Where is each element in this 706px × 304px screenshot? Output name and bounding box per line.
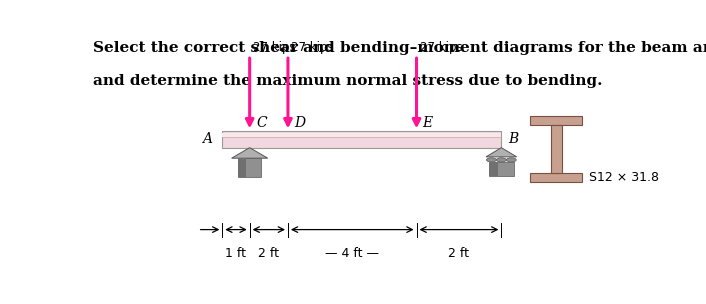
Bar bbox=[238, 158, 261, 177]
Text: 2 ft: 2 ft bbox=[258, 247, 280, 260]
Bar bbox=[489, 162, 498, 176]
Text: E: E bbox=[422, 116, 432, 130]
Text: S12 × 31.8: S12 × 31.8 bbox=[589, 171, 659, 184]
Text: C: C bbox=[256, 116, 267, 130]
Text: 2 ft: 2 ft bbox=[448, 247, 469, 260]
Bar bbox=[489, 162, 513, 176]
Circle shape bbox=[486, 158, 496, 162]
Circle shape bbox=[496, 158, 506, 162]
Polygon shape bbox=[486, 148, 517, 157]
Bar bbox=[530, 116, 582, 125]
Text: 27 kips: 27 kips bbox=[420, 41, 462, 54]
Polygon shape bbox=[232, 148, 268, 158]
Bar bbox=[530, 173, 582, 181]
Text: D: D bbox=[294, 116, 306, 130]
Text: B: B bbox=[508, 133, 518, 147]
Bar bbox=[551, 125, 561, 173]
Text: A: A bbox=[203, 133, 213, 147]
Bar bbox=[222, 131, 501, 148]
Text: 1 ft: 1 ft bbox=[225, 247, 246, 260]
Bar bbox=[222, 133, 501, 137]
Bar bbox=[238, 158, 246, 177]
Text: Select the correct shear and bending–moment diagrams for the beam and loading sh: Select the correct shear and bending–mom… bbox=[92, 41, 706, 55]
Text: 27 kips: 27 kips bbox=[253, 41, 296, 54]
Circle shape bbox=[506, 158, 516, 162]
Text: — 4 ft —: — 4 ft — bbox=[325, 247, 379, 260]
Text: and determine the maximum normal stress due to bending.: and determine the maximum normal stress … bbox=[92, 74, 602, 88]
Text: 27 kips: 27 kips bbox=[292, 41, 334, 54]
